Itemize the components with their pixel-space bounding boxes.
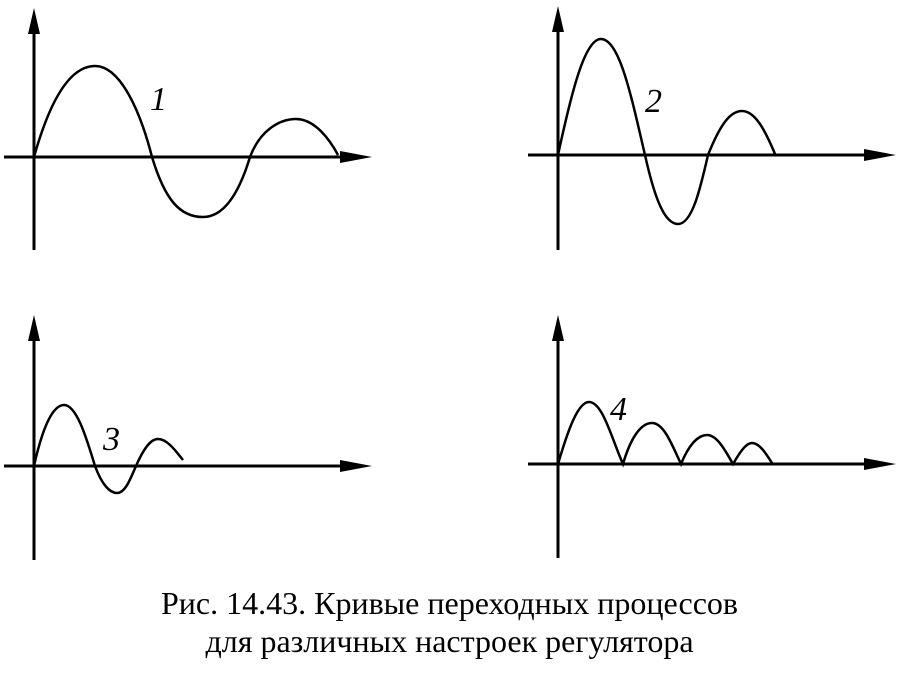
panel-2-y-arrowhead [552, 6, 564, 32]
panel-4-x-arrowhead [864, 458, 896, 470]
panel-2: 2 [528, 6, 896, 250]
panel-4: 4 [528, 315, 896, 558]
transient-curves-figure: 1 2 3 [4, 6, 896, 560]
panel-2-axes [528, 6, 896, 250]
panel-3-label: 3 [102, 421, 120, 458]
panel-3-curve [32, 403, 184, 495]
caption-line-2: для различных настроек регулятора [205, 623, 694, 659]
panel-4-label: 4 [610, 391, 627, 428]
panel-1-axes [4, 8, 372, 250]
panel-1-y-arrowhead [28, 8, 40, 34]
panel-4-curve [556, 400, 774, 468]
panel-2-x-arrowhead [864, 149, 896, 161]
caption-line-1: Рис. 14.43. Кривые переходных процессов [160, 585, 739, 621]
panel-1-x-arrowhead [340, 151, 372, 163]
panel-3-y-arrowhead [28, 315, 40, 341]
panel-2-curve [556, 37, 777, 226]
panel-3-x-arrowhead [340, 460, 372, 472]
panel-2-label: 2 [645, 83, 662, 120]
figure-caption: Рис. 14.43. Кривые переходных процессов … [0, 584, 899, 660]
panel-1-curve [32, 64, 340, 219]
panel-1: 1 [4, 8, 372, 250]
panel-1-label: 1 [150, 81, 167, 118]
panel-3-axes [4, 315, 372, 560]
panel-3: 3 [4, 315, 372, 560]
panel-4-y-arrowhead [552, 315, 564, 341]
panel-4-axes [528, 315, 896, 558]
